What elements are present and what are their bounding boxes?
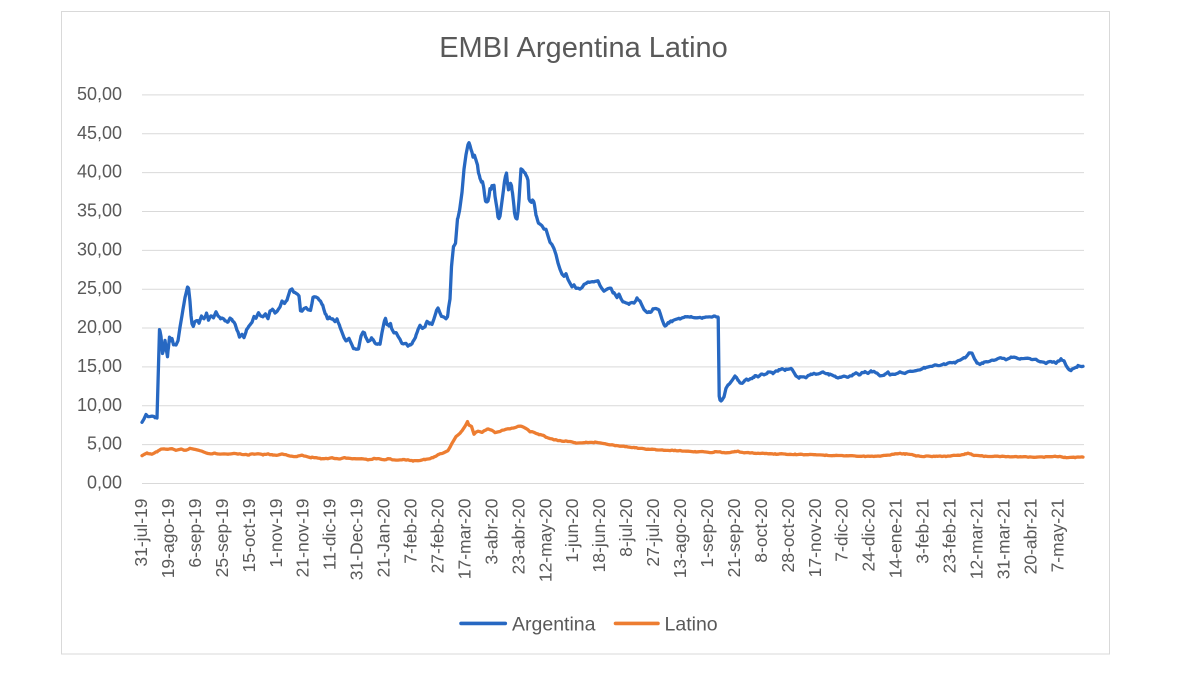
svg-text:15,00: 15,00 bbox=[77, 356, 122, 376]
svg-text:20-abr-21: 20-abr-21 bbox=[1020, 499, 1040, 575]
svg-text:7-may-21: 7-may-21 bbox=[1047, 499, 1067, 573]
svg-text:50,00: 50,00 bbox=[77, 84, 122, 104]
svg-text:5,00: 5,00 bbox=[87, 434, 122, 454]
svg-text:23-abr-20: 23-abr-20 bbox=[508, 498, 528, 574]
svg-text:8-jul-20: 8-jul-20 bbox=[616, 498, 636, 557]
svg-text:23-feb-21: 23-feb-21 bbox=[940, 499, 960, 574]
svg-text:0,00: 0,00 bbox=[87, 473, 122, 493]
svg-text:8-oct-20: 8-oct-20 bbox=[751, 498, 771, 562]
svg-text:1-nov-19: 1-nov-19 bbox=[266, 499, 286, 568]
svg-text:21-Jan-20: 21-Jan-20 bbox=[374, 498, 394, 577]
svg-text:11-dic-19: 11-dic-19 bbox=[320, 499, 340, 571]
svg-text:20,00: 20,00 bbox=[77, 317, 122, 337]
svg-text:3-abr-20: 3-abr-20 bbox=[481, 498, 501, 564]
svg-text:10,00: 10,00 bbox=[77, 395, 122, 415]
svg-text:31-mar-21: 31-mar-21 bbox=[993, 499, 1013, 580]
svg-text:35,00: 35,00 bbox=[77, 200, 122, 220]
svg-text:27-feb-20: 27-feb-20 bbox=[427, 498, 447, 573]
svg-text:12-mar-21: 12-mar-21 bbox=[966, 498, 986, 579]
svg-text:6-sep-19: 6-sep-19 bbox=[185, 499, 205, 568]
svg-text:1-sep-20: 1-sep-20 bbox=[697, 498, 717, 567]
svg-text:12-may-20: 12-may-20 bbox=[535, 498, 555, 582]
svg-text:18-jun-20: 18-jun-20 bbox=[589, 498, 609, 572]
svg-text:EMBI Argentina Latino: EMBI Argentina Latino bbox=[439, 32, 728, 64]
svg-text:31-Dec-19: 31-Dec-19 bbox=[347, 499, 367, 581]
svg-text:17-mar-20: 17-mar-20 bbox=[454, 498, 474, 579]
svg-text:21-sep-20: 21-sep-20 bbox=[724, 498, 744, 577]
svg-text:17-nov-20: 17-nov-20 bbox=[805, 498, 825, 577]
svg-text:Argentina: Argentina bbox=[512, 614, 596, 636]
svg-text:27-jul-20: 27-jul-20 bbox=[643, 498, 663, 566]
svg-text:25-sep-19: 25-sep-19 bbox=[212, 499, 232, 578]
svg-text:7-dic-20: 7-dic-20 bbox=[832, 498, 852, 561]
svg-text:30,00: 30,00 bbox=[77, 239, 122, 259]
svg-text:15-oct-19: 15-oct-19 bbox=[239, 499, 259, 573]
svg-text:28-oct-20: 28-oct-20 bbox=[778, 498, 798, 572]
svg-text:1-jun-20: 1-jun-20 bbox=[562, 498, 582, 562]
svg-text:31-jul-19: 31-jul-19 bbox=[131, 499, 151, 567]
svg-text:40,00: 40,00 bbox=[77, 162, 122, 182]
svg-text:25,00: 25,00 bbox=[77, 278, 122, 298]
svg-text:7-feb-20: 7-feb-20 bbox=[401, 498, 421, 563]
svg-text:19-ago-19: 19-ago-19 bbox=[158, 499, 178, 579]
svg-text:14-ene-21: 14-ene-21 bbox=[886, 499, 906, 579]
svg-text:Latino: Latino bbox=[665, 614, 718, 636]
svg-text:3-feb-21: 3-feb-21 bbox=[913, 499, 933, 564]
svg-text:21-nov-19: 21-nov-19 bbox=[293, 499, 313, 578]
svg-text:24-dic-20: 24-dic-20 bbox=[859, 498, 879, 571]
svg-text:45,00: 45,00 bbox=[77, 123, 122, 143]
svg-text:13-ago-20: 13-ago-20 bbox=[670, 498, 690, 578]
